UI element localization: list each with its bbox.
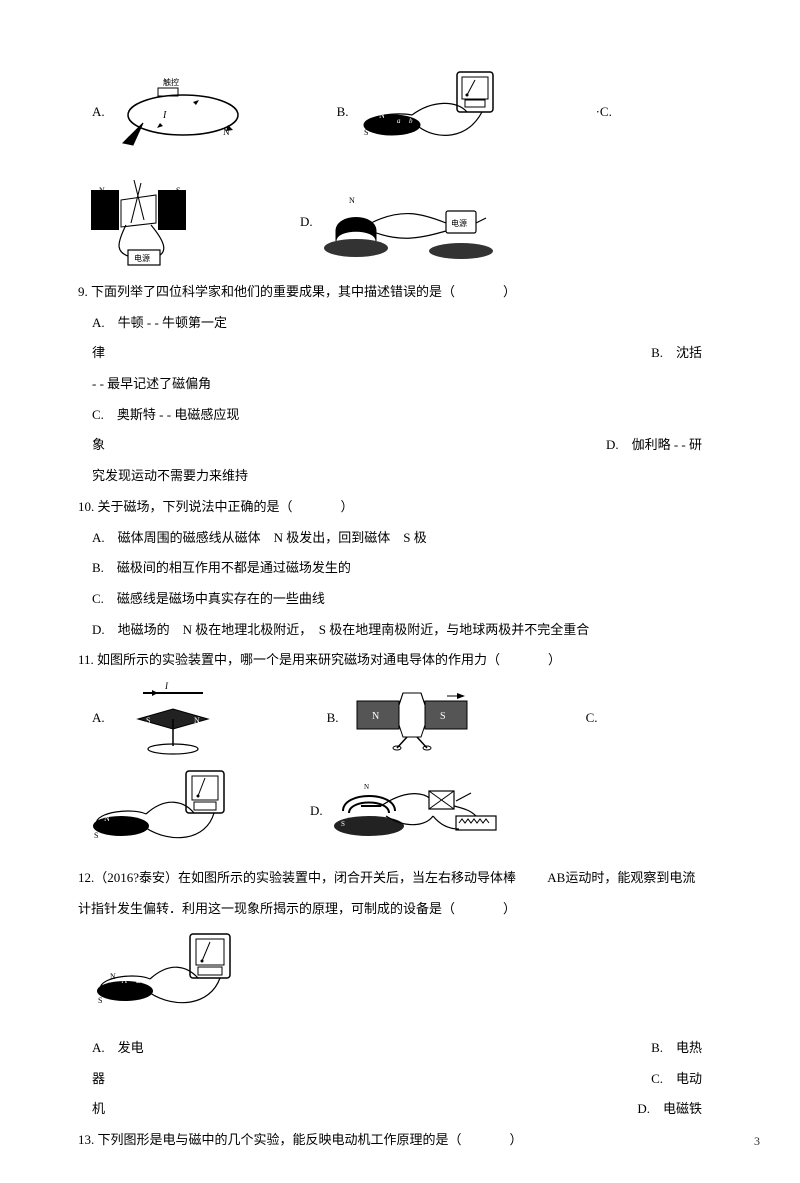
svg-text:N: N <box>372 711 379 722</box>
q12-c2: 机 <box>92 1101 105 1116</box>
svg-text:S: S <box>440 711 446 722</box>
q10-c: C. 磁感线是磁场中真实存在的一些曲线 <box>78 587 722 612</box>
q11-row-2: N S D. N S <box>78 766 722 856</box>
q12-line2: 计指针发生偏转．利用这一现象所揭示的原理，可制成的设备是（ <box>78 901 455 916</box>
q12-paren-close: ） <box>503 901 516 916</box>
q11-diagram-a: I S N <box>113 681 233 756</box>
svg-text:触控: 触控 <box>163 77 179 87</box>
q12-d: D. 电磁铁 <box>637 1097 702 1122</box>
q8-diagram-b: N S a b <box>357 70 502 155</box>
svg-text:S: S <box>176 186 180 195</box>
q12-opt-row2: 器 C. 电动 <box>78 1067 722 1092</box>
q9-b-2: - - 最早记述了磁偏角 <box>78 372 722 397</box>
svg-text:B: B <box>136 976 141 985</box>
q12-b: B. 电热 <box>651 1036 702 1061</box>
q9-row-5: 象 D. 伽利略 - - 研 <box>78 433 722 458</box>
q9-a-2: 律 <box>92 345 105 360</box>
svg-text:N: N <box>349 196 355 205</box>
q11-text: 11. 如图所示的实验装置中，哪一个是用来研究磁场对通电导体的作用力（ <box>78 652 500 667</box>
q8-diagram-d: 电源 N <box>321 183 496 263</box>
q9-row-2: 律 B. 沈括 <box>78 341 722 366</box>
q12-opt-row3: 机 D. 电磁铁 <box>78 1097 722 1122</box>
q8-row-1: A. 触控 I S N B. <box>78 70 722 155</box>
q12-a: A. 发电 <box>92 1040 144 1055</box>
svg-text:N: N <box>99 186 105 195</box>
svg-text:N: N <box>379 111 385 120</box>
svg-text:N: N <box>104 814 110 823</box>
q8-a-label: A. <box>78 100 113 125</box>
q9-d-2: 究发现运动不需要力来维持 <box>78 464 722 489</box>
q11-a-label: A. <box>78 706 113 731</box>
q11-b-label: B. <box>313 706 347 731</box>
q13-stem: 13. 下列图形是电与磁中的几个实验，能反映电动机工作原理的是（ ） <box>78 1128 722 1153</box>
q8-diagram-c: N S 电源 <box>86 175 206 270</box>
q13-text: 13. 下列图形是电与磁中的几个实验，能反映电动机工作原理的是（ <box>78 1132 462 1147</box>
q10-d: D. 地磁场的 N 极在地理北极附近， S 极在地理南极附近，与地球两极并不完全… <box>78 618 722 643</box>
q8-b-label: B. <box>323 100 357 125</box>
svg-text:a: a <box>397 117 401 125</box>
q11-row-1: A. I S N B. N S <box>78 681 722 756</box>
svg-text:S: S <box>94 831 98 840</box>
q8-d-label: D. <box>286 210 321 235</box>
q11-d-label: D. <box>296 799 331 824</box>
q9-d: D. 伽利略 - - 研 <box>606 433 702 458</box>
q12-line1b: AB运动时，能观察到电流 <box>547 870 695 885</box>
q11-c-label: C. <box>572 706 606 731</box>
q9-text: 9. 下面列举了四位科学家和他们的重要成果，其中描述错误的是（ <box>78 284 455 299</box>
svg-text:S: S <box>127 135 132 145</box>
q10-stem: 10. 关于磁场，下列说法中正确的是（ ） <box>78 495 722 520</box>
q12-diagram: N S B A <box>92 931 242 1021</box>
q10-text: 10. 关于磁场，下列说法中正确的是（ <box>78 499 293 514</box>
q9-paren-close: ） <box>503 284 516 299</box>
q8-diagram-a: 触控 I S N <box>113 75 243 150</box>
svg-text:N: N <box>364 783 369 791</box>
q12-c: C. 电动 <box>651 1067 702 1092</box>
svg-text:S: S <box>98 996 102 1005</box>
svg-text:电源: 电源 <box>451 218 467 228</box>
svg-text:N: N <box>110 972 116 981</box>
q9-a-1: A. 牛顿 - - 牛顿第一定 <box>78 311 722 336</box>
page-number: 3 <box>754 1130 760 1153</box>
q11-diagram-b: N S <box>347 683 482 753</box>
q10-a: A. 磁体周围的磁感线从磁体 N 极发出，回到磁体 S 极 <box>78 526 722 551</box>
svg-text:S: S <box>364 128 368 137</box>
q12-line1: 12.（2016?泰安）在如图所示的实验装置中，闭合开关后，当左右移动导体棒 A… <box>78 866 722 891</box>
q10-b: B. 磁极间的相互作用不都是通过磁场发生的 <box>78 556 722 581</box>
svg-text:S: S <box>146 716 150 725</box>
svg-text:I: I <box>162 110 167 121</box>
q9-c-2: 象 <box>92 437 105 452</box>
q8-c-label: ·C. <box>582 100 620 125</box>
q12-diagram-row: N S B A <box>92 931 722 1030</box>
q10-paren-close: ） <box>341 499 354 514</box>
q12-line2-row: 计指针发生偏转．利用这一现象所揭示的原理，可制成的设备是（ ） <box>78 897 722 922</box>
q8-row-2: N S 电源 D. 电源 N <box>78 175 722 270</box>
q11-paren-close: ） <box>548 652 561 667</box>
q11-diagram-d: N S <box>331 771 501 851</box>
q13-paren-close: ） <box>510 1132 523 1147</box>
q12-opt-row1: A. 发电 B. 电热 <box>78 1036 722 1061</box>
svg-text:b: b <box>409 117 413 125</box>
q9-c-1: C. 奥斯特 - - 电磁感应现 <box>78 403 722 428</box>
q9-stem: 9. 下面列举了四位科学家和他们的重要成果，其中描述错误的是（ ） <box>78 280 722 305</box>
q12-line1a: 12.（2016?泰安）在如图所示的实验装置中，闭合开关后，当左右移动导体棒 <box>78 870 516 885</box>
q11-stem: 11. 如图所示的实验装置中，哪一个是用来研究磁场对通电导体的作用力（ ） <box>78 648 722 673</box>
svg-text:A: A <box>121 976 127 985</box>
q11-diagram-c: N S <box>86 766 236 856</box>
svg-text:S: S <box>341 820 345 828</box>
svg-text:I: I <box>164 681 169 691</box>
svg-text:N: N <box>194 716 200 725</box>
q12-b2: 器 <box>92 1071 105 1086</box>
svg-text:电源: 电源 <box>134 253 150 263</box>
q9-b: B. 沈括 <box>651 341 702 366</box>
